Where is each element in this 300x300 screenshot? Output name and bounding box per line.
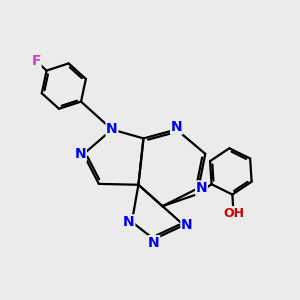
Text: N: N	[123, 215, 135, 229]
Text: N: N	[181, 218, 193, 232]
Text: N: N	[196, 181, 207, 195]
Text: OH: OH	[223, 207, 244, 220]
Text: N: N	[106, 122, 118, 136]
Text: N: N	[171, 120, 182, 134]
Text: N: N	[75, 147, 86, 161]
Text: N: N	[148, 236, 160, 250]
Text: F: F	[32, 54, 41, 68]
